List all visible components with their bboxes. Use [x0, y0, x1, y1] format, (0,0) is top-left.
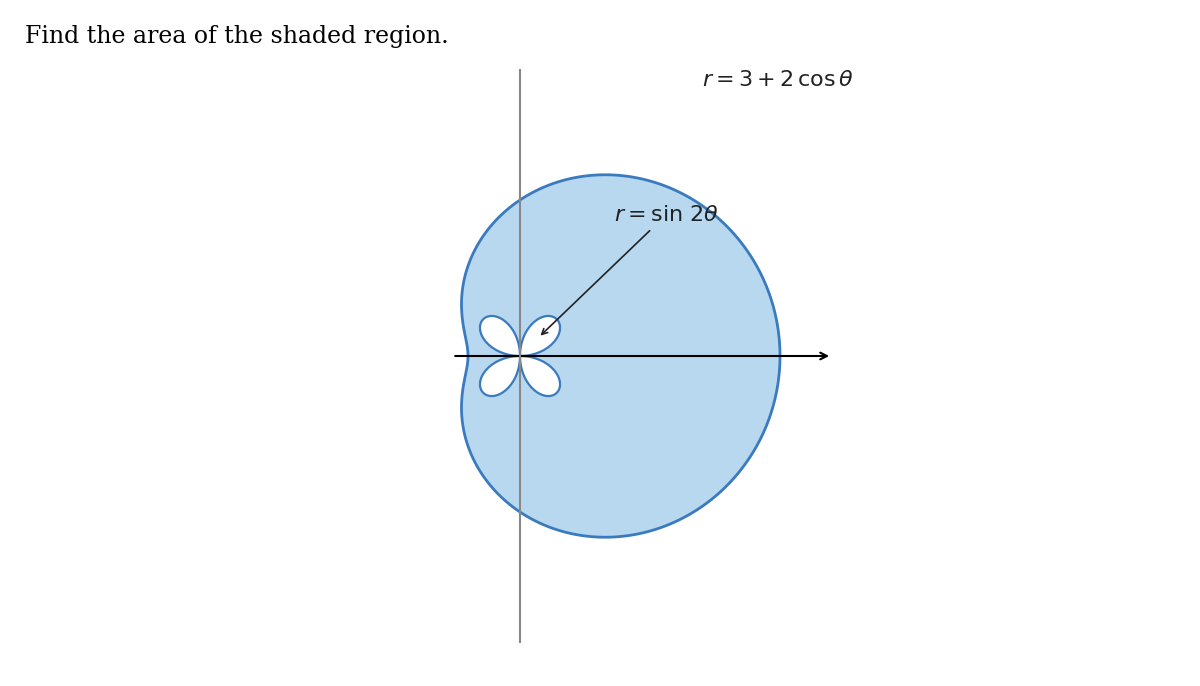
Polygon shape: [480, 316, 520, 356]
Text: $r = 3 + 2\,\mathrm{cos}\,\theta$: $r = 3 + 2\,\mathrm{cos}\,\theta$: [702, 69, 854, 91]
Polygon shape: [480, 356, 520, 396]
Polygon shape: [520, 356, 560, 396]
Polygon shape: [462, 175, 780, 537]
Text: Find the area of the shaded region.: Find the area of the shaded region.: [25, 25, 449, 48]
Text: $r = \sin\,2\theta$: $r = \sin\,2\theta$: [541, 204, 719, 334]
Polygon shape: [520, 316, 560, 356]
